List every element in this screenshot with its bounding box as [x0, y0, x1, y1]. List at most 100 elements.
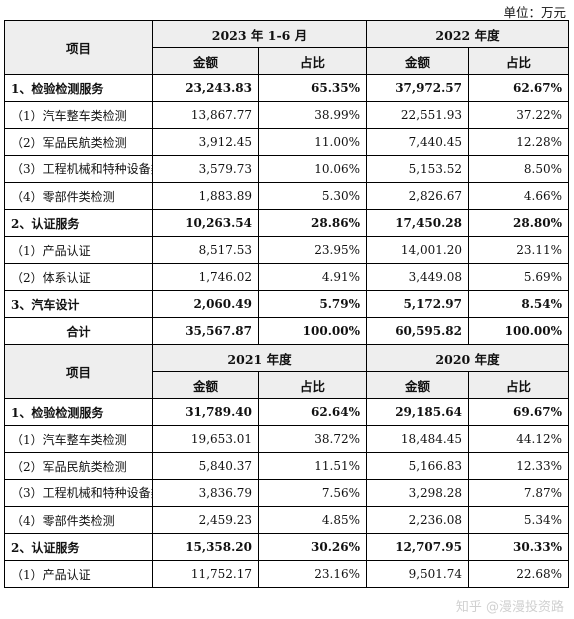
amount-cell: 19,653.01 [152, 425, 259, 453]
ratio-cell: 7.87% [468, 479, 569, 507]
amount-cell: 5,172.97 [366, 290, 469, 318]
column-header-item: 项目 [4, 344, 153, 399]
row-label: （2）体系认证 [4, 263, 153, 291]
table-row: （1）汽车整车类检测 19,653.01 38.72% 18,484.45 44.12% [4, 425, 569, 453]
column-header-amount: 金额 [152, 47, 259, 75]
amount-cell: 35,567.87 [152, 317, 259, 345]
amount-cell: 1,746.02 [152, 263, 259, 291]
amount-cell: 12,707.95 [366, 533, 469, 561]
column-header-amount: 金额 [366, 371, 469, 399]
row-label: （1）产品认证 [4, 560, 153, 588]
table-row: 2、认证服务 10,263.54 28.86% 17,450.28 28.80% [4, 209, 569, 237]
amount-cell: 13,867.77 [152, 101, 259, 129]
ratio-cell: 23.16% [258, 560, 367, 588]
period-header: 2023 年 1-6 月 [152, 20, 367, 48]
table-row: （1）汽车整车类检测 13,867.77 38.99% 22,551.93 37.22% [4, 101, 569, 129]
amount-cell: 5,166.83 [366, 452, 469, 480]
amount-cell: 5,840.37 [152, 452, 259, 480]
amount-cell: 3,912.45 [152, 128, 259, 156]
table-row: 2、认证服务 15,358.20 30.26% 12,707.95 30.33% [4, 533, 569, 561]
ratio-cell: 30.26% [258, 533, 367, 561]
amount-cell: 3,298.28 [366, 479, 469, 507]
ratio-cell: 22.68% [468, 560, 569, 588]
amount-cell: 22,551.93 [366, 101, 469, 129]
header-row: 项目 2023 年 1-6 月 2022 年度 [4, 20, 569, 75]
amount-cell: 11,752.17 [152, 560, 259, 588]
ratio-cell: 38.99% [258, 101, 367, 129]
column-header-amount: 金额 [366, 47, 469, 75]
ratio-cell: 62.67% [468, 74, 569, 102]
table-row: （2）军品民航类检测 3,912.45 11.00% 7,440.45 12.28% [4, 128, 569, 156]
table-row: 合计 35,567.87 100.00% 60,595.82 100.00% [4, 317, 569, 345]
row-label: （1）汽车整车类检测 [4, 425, 153, 453]
table-row: （4）零部件类检测 2,459.23 4.85% 2,236.08 5.34% [4, 506, 569, 534]
table-row: 1、检验检测服务 23,243.83 65.35% 37,972.57 62.67% [4, 74, 569, 102]
ratio-cell: 8.54% [468, 290, 569, 318]
row-label: 3、汽车设计 [4, 290, 153, 318]
row-label: （1）汽车整车类检测 [4, 101, 153, 129]
ratio-cell: 28.80% [468, 209, 569, 237]
period-header: 2021 年度 [152, 344, 367, 372]
ratio-cell: 30.33% [468, 533, 569, 561]
ratio-cell: 28.86% [258, 209, 367, 237]
amount-cell: 23,243.83 [152, 74, 259, 102]
amount-cell: 7,440.45 [366, 128, 469, 156]
amount-cell: 17,450.28 [366, 209, 469, 237]
ratio-cell: 8.50% [468, 155, 569, 183]
ratio-cell: 23.11% [468, 236, 569, 264]
row-label: 合计 [4, 317, 153, 345]
ratio-cell: 5.69% [468, 263, 569, 291]
table-row: （1）产品认证 11,752.17 23.16% 9,501.74 22.68% [4, 560, 569, 588]
column-header-item: 项目 [4, 20, 153, 75]
ratio-cell: 5.34% [468, 506, 569, 534]
unit-label: 单位：万元 [503, 5, 566, 20]
amount-cell: 8,517.53 [152, 236, 259, 264]
ratio-cell: 11.00% [258, 128, 367, 156]
ratio-cell: 5.30% [258, 182, 367, 210]
amount-cell: 14,001.20 [366, 236, 469, 264]
amount-cell: 9,501.74 [366, 560, 469, 588]
row-label: （2）军品民航类检测 [4, 452, 153, 480]
amount-cell: 10,263.54 [152, 209, 259, 237]
ratio-cell: 4.85% [258, 506, 367, 534]
amount-cell: 60,595.82 [366, 317, 469, 345]
row-label: 2、认证服务 [4, 533, 153, 561]
ratio-cell: 100.00% [468, 317, 569, 345]
row-label: （2）军品民航类检测 [4, 128, 153, 156]
ratio-cell: 23.95% [258, 236, 367, 264]
table-row: 3、汽车设计 2,060.49 5.79% 5,172.97 8.54% [4, 290, 569, 318]
column-header-ratio: 占比 [468, 371, 569, 399]
ratio-cell: 44.12% [468, 425, 569, 453]
amount-cell: 15,358.20 [152, 533, 259, 561]
amount-cell: 5,153.52 [366, 155, 469, 183]
amount-cell: 18,484.45 [366, 425, 469, 453]
header-row: 项目 2021 年度 2020 年度 [4, 344, 569, 399]
row-label: （3）工程机械和特种设备类检测 [4, 479, 153, 507]
ratio-cell: 100.00% [258, 317, 367, 345]
amount-cell: 3,449.08 [366, 263, 469, 291]
table-row: （1）产品认证 8,517.53 23.95% 14,001.20 23.11% [4, 236, 569, 264]
amount-cell: 2,826.67 [366, 182, 469, 210]
row-label: 2、认证服务 [4, 209, 153, 237]
column-header-ratio: 占比 [258, 371, 367, 399]
row-label: （1）产品认证 [4, 236, 153, 264]
ratio-cell: 37.22% [468, 101, 569, 129]
amount-cell: 3,579.73 [152, 155, 259, 183]
ratio-cell: 7.56% [258, 479, 367, 507]
row-label: （3）工程机械和特种设备类检测 [4, 155, 153, 183]
ratio-cell: 12.33% [468, 452, 569, 480]
row-label: （4）零部件类检测 [4, 182, 153, 210]
ratio-cell: 12.28% [468, 128, 569, 156]
row-label: 1、检验检测服务 [4, 74, 153, 102]
amount-cell: 31,789.40 [152, 398, 259, 426]
watermark: 知乎 @漫漫投资路 [455, 600, 564, 615]
period-header: 2022 年度 [366, 20, 569, 48]
amount-cell: 2,060.49 [152, 290, 259, 318]
amount-cell: 1,883.89 [152, 182, 259, 210]
row-label: 1、检验检测服务 [4, 398, 153, 426]
table-row: （3）工程机械和特种设备类检测3,579.7310.06%5,153.528.5… [4, 155, 569, 183]
amount-cell: 2,459.23 [152, 506, 259, 534]
ratio-cell: 65.35% [258, 74, 367, 102]
table-row: 1、检验检测服务 31,789.40 62.64% 29,185.64 69.67% [4, 398, 569, 426]
ratio-cell: 4.66% [468, 182, 569, 210]
